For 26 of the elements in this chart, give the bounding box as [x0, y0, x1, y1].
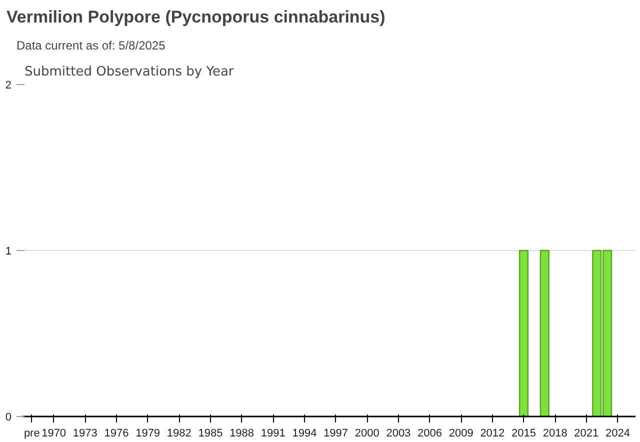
- x-tick-label: 2018: [542, 428, 568, 440]
- y-tick-label: 0: [5, 412, 12, 424]
- x-tick-label: 1970: [42, 428, 66, 440]
- x-tick-label: 1991: [260, 428, 286, 440]
- x-tick-label: 2024: [606, 428, 630, 440]
- x-tick-label: 2009: [448, 428, 474, 440]
- chart-title: Vermilion Polypore (Pycnoporus cinnabarinus): [6, 8, 386, 26]
- x-tick-label: 2006: [418, 428, 442, 440]
- x-tick-label: 1994: [292, 428, 317, 440]
- x-tick-label: 1973: [72, 428, 98, 440]
- y-tick-label: 2: [5, 80, 12, 92]
- x-tick-label: 2015: [512, 428, 536, 440]
- chart-subtitle: Data current as of: 5/8/2025: [16, 38, 166, 52]
- x-tick-label: 2003: [386, 428, 411, 440]
- x-tick-label: pre: [24, 428, 40, 440]
- x-tick-label: 1997: [324, 428, 348, 440]
- text: Submitted Observations by Year: [24, 64, 234, 80]
- x-tick-label: 1988: [230, 428, 254, 440]
- x-tick-label: 1976: [104, 428, 129, 440]
- x-tick-label: 2012: [480, 428, 505, 440]
- x-tick-label: 1982: [166, 428, 192, 440]
- y-tick-label: 1: [5, 246, 12, 258]
- x-tick-label: 1985: [198, 428, 223, 440]
- x-tick-label: 2000: [354, 428, 380, 440]
- x-tick-label: 1979: [136, 428, 160, 440]
- x-tick-label: 2021: [574, 428, 599, 440]
